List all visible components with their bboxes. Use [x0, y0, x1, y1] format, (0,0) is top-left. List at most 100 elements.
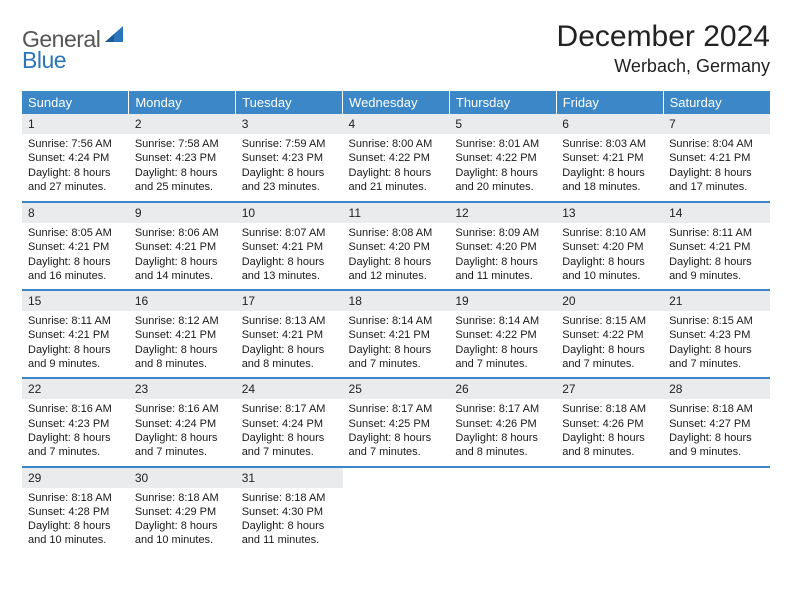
sunrise-line: Sunrise: 7:56 AM	[28, 137, 123, 151]
sunrise-line: Sunrise: 8:11 AM	[28, 314, 123, 328]
calendar-day-cell: 26Sunrise: 8:17 AMSunset: 4:26 PMDayligh…	[449, 378, 556, 466]
day-of-week-header: Wednesday	[343, 91, 450, 114]
day-of-week-header: Thursday	[449, 91, 556, 114]
sunrise-line: Sunrise: 8:16 AM	[135, 402, 230, 416]
day-data: Sunrise: 8:01 AMSunset: 4:22 PMDaylight:…	[449, 134, 556, 200]
day-data: Sunrise: 8:18 AMSunset: 4:26 PMDaylight:…	[556, 399, 663, 465]
calendar-day-cell: 28Sunrise: 8:18 AMSunset: 4:27 PMDayligh…	[663, 378, 770, 466]
daylight-line: Daylight: 8 hours and 21 minutes.	[349, 166, 444, 195]
daylight-line: Daylight: 8 hours and 13 minutes.	[242, 255, 337, 284]
day-data: Sunrise: 8:08 AMSunset: 4:20 PMDaylight:…	[343, 223, 450, 289]
calendar-day-cell: 4Sunrise: 8:00 AMSunset: 4:22 PMDaylight…	[343, 114, 450, 202]
daylight-line: Daylight: 8 hours and 7 minutes.	[135, 431, 230, 460]
day-data: Sunrise: 8:17 AMSunset: 4:24 PMDaylight:…	[236, 399, 343, 465]
day-number: 11	[343, 203, 450, 223]
day-data: Sunrise: 8:10 AMSunset: 4:20 PMDaylight:…	[556, 223, 663, 289]
day-data: Sunrise: 7:59 AMSunset: 4:23 PMDaylight:…	[236, 134, 343, 200]
day-data: Sunrise: 7:58 AMSunset: 4:23 PMDaylight:…	[129, 134, 236, 200]
day-number: 8	[22, 203, 129, 223]
calendar-table: SundayMondayTuesdayWednesdayThursdayFrid…	[22, 91, 770, 555]
sunset-line: Sunset: 4:27 PM	[669, 417, 764, 431]
calendar-week-row: 29Sunrise: 8:18 AMSunset: 4:28 PMDayligh…	[22, 467, 770, 555]
calendar-day-cell: 11Sunrise: 8:08 AMSunset: 4:20 PMDayligh…	[343, 202, 450, 290]
daylight-line: Daylight: 8 hours and 7 minutes.	[349, 343, 444, 372]
sunset-line: Sunset: 4:24 PM	[242, 417, 337, 431]
day-data: Sunrise: 8:14 AMSunset: 4:21 PMDaylight:…	[343, 311, 450, 377]
daylight-line: Daylight: 8 hours and 11 minutes.	[455, 255, 550, 284]
sunrise-line: Sunrise: 7:59 AM	[242, 137, 337, 151]
day-number: 26	[449, 379, 556, 399]
day-number: 3	[236, 114, 343, 134]
day-data: Sunrise: 8:11 AMSunset: 4:21 PMDaylight:…	[663, 223, 770, 289]
day-number: 31	[236, 468, 343, 488]
calendar-day-cell: 22Sunrise: 8:16 AMSunset: 4:23 PMDayligh…	[22, 378, 129, 466]
day-number: 13	[556, 203, 663, 223]
day-data: Sunrise: 8:18 AMSunset: 4:28 PMDaylight:…	[22, 488, 129, 554]
day-number: 16	[129, 291, 236, 311]
daylight-line: Daylight: 8 hours and 7 minutes.	[28, 431, 123, 460]
sunset-line: Sunset: 4:24 PM	[28, 151, 123, 165]
day-number: 21	[663, 291, 770, 311]
day-number: 29	[22, 468, 129, 488]
day-number: 30	[129, 468, 236, 488]
daylight-line: Daylight: 8 hours and 16 minutes.	[28, 255, 123, 284]
sunrise-line: Sunrise: 8:10 AM	[562, 226, 657, 240]
sunset-line: Sunset: 4:26 PM	[455, 417, 550, 431]
sunset-line: Sunset: 4:21 PM	[669, 151, 764, 165]
calendar-day-cell: 1Sunrise: 7:56 AMSunset: 4:24 PMDaylight…	[22, 114, 129, 202]
calendar-day-cell	[343, 467, 450, 555]
daylight-line: Daylight: 8 hours and 10 minutes.	[28, 519, 123, 548]
calendar-day-cell: 9Sunrise: 8:06 AMSunset: 4:21 PMDaylight…	[129, 202, 236, 290]
calendar-day-cell: 5Sunrise: 8:01 AMSunset: 4:22 PMDaylight…	[449, 114, 556, 202]
day-data: Sunrise: 8:14 AMSunset: 4:22 PMDaylight:…	[449, 311, 556, 377]
calendar-day-cell: 7Sunrise: 8:04 AMSunset: 4:21 PMDaylight…	[663, 114, 770, 202]
day-number: 15	[22, 291, 129, 311]
daylight-line: Daylight: 8 hours and 9 minutes.	[28, 343, 123, 372]
sunset-line: Sunset: 4:21 PM	[242, 240, 337, 254]
day-number: 6	[556, 114, 663, 134]
sunrise-line: Sunrise: 8:01 AM	[455, 137, 550, 151]
day-data: Sunrise: 8:13 AMSunset: 4:21 PMDaylight:…	[236, 311, 343, 377]
sunset-line: Sunset: 4:22 PM	[562, 328, 657, 342]
calendar-body: 1Sunrise: 7:56 AMSunset: 4:24 PMDaylight…	[22, 114, 770, 555]
sunset-line: Sunset: 4:20 PM	[349, 240, 444, 254]
day-data: Sunrise: 7:56 AMSunset: 4:24 PMDaylight:…	[22, 134, 129, 200]
day-of-week-header: Saturday	[663, 91, 770, 114]
day-data: Sunrise: 8:17 AMSunset: 4:25 PMDaylight:…	[343, 399, 450, 465]
day-number: 25	[343, 379, 450, 399]
sunrise-line: Sunrise: 8:05 AM	[28, 226, 123, 240]
sunset-line: Sunset: 4:21 PM	[135, 240, 230, 254]
daylight-line: Daylight: 8 hours and 7 minutes.	[562, 343, 657, 372]
calendar-day-cell: 8Sunrise: 8:05 AMSunset: 4:21 PMDaylight…	[22, 202, 129, 290]
sunrise-line: Sunrise: 8:17 AM	[242, 402, 337, 416]
day-data: Sunrise: 8:07 AMSunset: 4:21 PMDaylight:…	[236, 223, 343, 289]
day-data: Sunrise: 8:06 AMSunset: 4:21 PMDaylight:…	[129, 223, 236, 289]
sunset-line: Sunset: 4:21 PM	[562, 151, 657, 165]
sunrise-line: Sunrise: 8:15 AM	[669, 314, 764, 328]
calendar-week-row: 22Sunrise: 8:16 AMSunset: 4:23 PMDayligh…	[22, 378, 770, 466]
day-number: 19	[449, 291, 556, 311]
header: General Blue December 2024 Werbach, Germ…	[22, 20, 770, 77]
sunrise-line: Sunrise: 8:18 AM	[28, 491, 123, 505]
daylight-line: Daylight: 8 hours and 9 minutes.	[669, 431, 764, 460]
day-data: Sunrise: 8:09 AMSunset: 4:20 PMDaylight:…	[449, 223, 556, 289]
sunrise-line: Sunrise: 8:09 AM	[455, 226, 550, 240]
calendar-day-cell: 14Sunrise: 8:11 AMSunset: 4:21 PMDayligh…	[663, 202, 770, 290]
day-number: 9	[129, 203, 236, 223]
day-data: Sunrise: 8:16 AMSunset: 4:24 PMDaylight:…	[129, 399, 236, 465]
calendar-day-cell: 3Sunrise: 7:59 AMSunset: 4:23 PMDaylight…	[236, 114, 343, 202]
day-number: 1	[22, 114, 129, 134]
calendar-day-cell: 13Sunrise: 8:10 AMSunset: 4:20 PMDayligh…	[556, 202, 663, 290]
sunrise-line: Sunrise: 8:00 AM	[349, 137, 444, 151]
sunset-line: Sunset: 4:26 PM	[562, 417, 657, 431]
month-title: December 2024	[557, 20, 770, 54]
sunrise-line: Sunrise: 8:13 AM	[242, 314, 337, 328]
calendar-day-cell: 17Sunrise: 8:13 AMSunset: 4:21 PMDayligh…	[236, 290, 343, 378]
day-data: Sunrise: 8:11 AMSunset: 4:21 PMDaylight:…	[22, 311, 129, 377]
sunset-line: Sunset: 4:30 PM	[242, 505, 337, 519]
daylight-line: Daylight: 8 hours and 20 minutes.	[455, 166, 550, 195]
calendar-day-cell: 12Sunrise: 8:09 AMSunset: 4:20 PMDayligh…	[449, 202, 556, 290]
day-data: Sunrise: 8:17 AMSunset: 4:26 PMDaylight:…	[449, 399, 556, 465]
daylight-line: Daylight: 8 hours and 7 minutes.	[669, 343, 764, 372]
daylight-line: Daylight: 8 hours and 14 minutes.	[135, 255, 230, 284]
